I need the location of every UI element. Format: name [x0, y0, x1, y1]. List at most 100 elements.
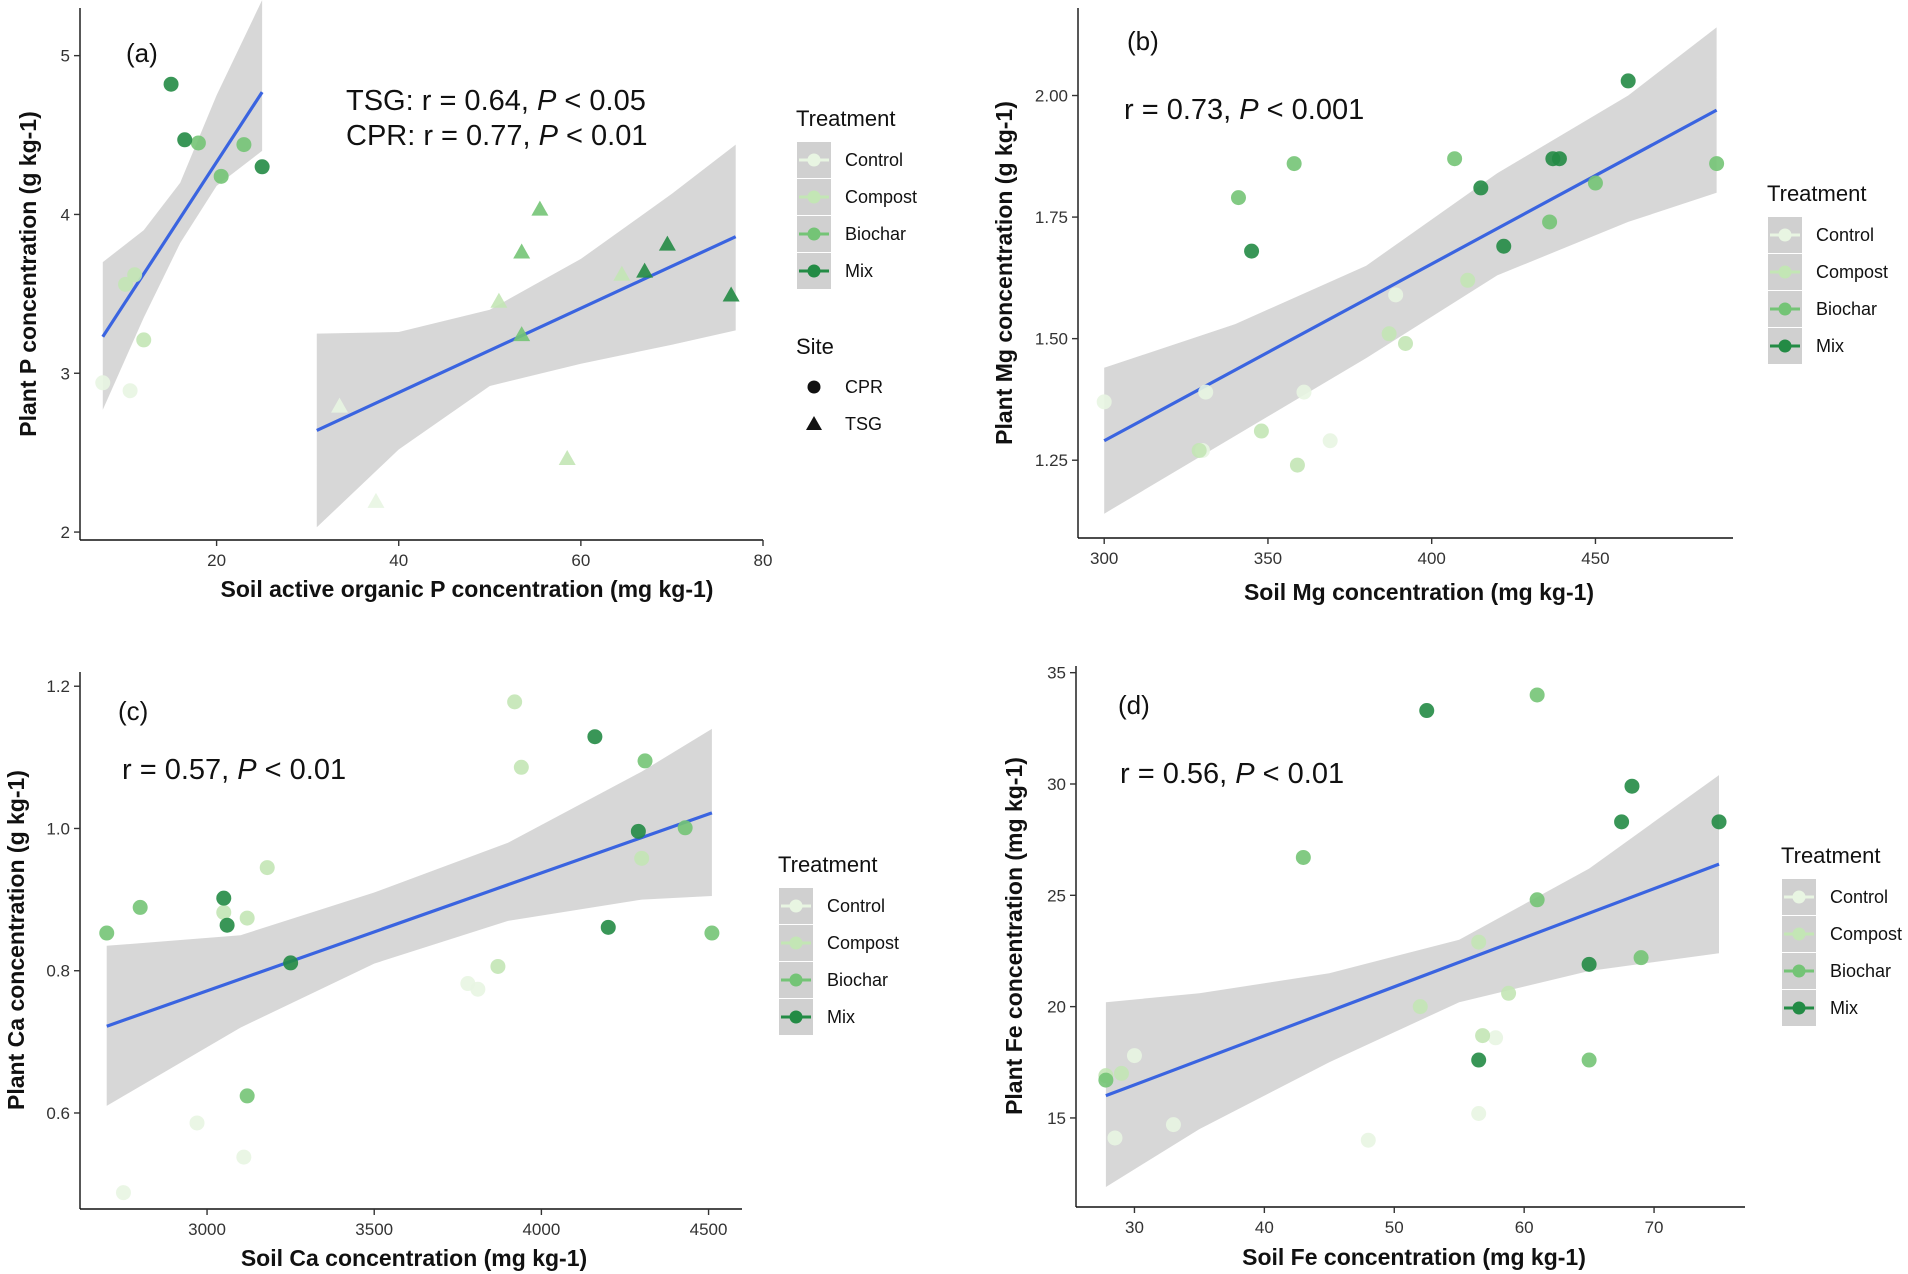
- data-point: [1126, 1048, 1142, 1064]
- data-point: [259, 860, 275, 876]
- x-tick-label: 3000: [188, 1220, 226, 1239]
- stat-prefix: r = 0.57,: [122, 754, 237, 786]
- legend-key-dot: [1778, 228, 1792, 242]
- x-tick-label: 40: [1255, 1218, 1274, 1237]
- y-tick-label: 1.0: [46, 819, 70, 838]
- site-legend-item-tsg: TSG: [845, 414, 882, 434]
- stat-annotation: r = 0.73, P < 0.001: [1124, 94, 1364, 126]
- data-point: [634, 850, 650, 866]
- data-point: [704, 925, 720, 941]
- data-point-triangle: [558, 450, 576, 466]
- legend-key-dot: [789, 899, 803, 913]
- stat-suffix: < 0.05: [556, 85, 646, 117]
- data-point: [213, 168, 229, 184]
- data-point: [1096, 394, 1112, 410]
- data-point: [1496, 238, 1512, 254]
- treatment-legend-title: Treatment: [796, 106, 895, 131]
- data-point: [189, 1115, 205, 1131]
- data-point: [1471, 1105, 1487, 1121]
- data-point: [1709, 156, 1725, 172]
- y-tick-label: 5: [61, 47, 70, 66]
- y-tick-label: 3: [61, 364, 70, 383]
- data-point: [1475, 1028, 1491, 1044]
- data-point: [190, 135, 206, 151]
- data-point: [1419, 703, 1435, 719]
- data-point: [1488, 1030, 1504, 1046]
- data-point: [1529, 892, 1545, 908]
- stat-suffix: < 0.01: [558, 120, 648, 152]
- x-axis-title: Soil Ca concentration (mg kg-1): [241, 1245, 587, 1271]
- confidence-band: [102, 0, 263, 410]
- data-point: [239, 1088, 255, 1104]
- x-tick-label: 400: [1418, 549, 1446, 568]
- x-axis-title: Soil active organic P concentration (mg …: [221, 576, 714, 602]
- data-point: [1388, 287, 1404, 303]
- confidence-band: [1104, 27, 1717, 514]
- data-point: [1322, 433, 1338, 449]
- data-point: [122, 383, 138, 399]
- stat-annotation: r = 0.56, P < 0.01: [1120, 758, 1344, 790]
- data-point: [507, 694, 523, 710]
- stat-annotation: CPR: r = 0.77, P < 0.01: [346, 120, 647, 152]
- data-point: [95, 375, 111, 391]
- stat-p-symbol: P: [537, 85, 557, 117]
- legend-key-dot: [807, 153, 821, 167]
- stat-suffix: < 0.01: [1255, 758, 1345, 790]
- stat-annotation: TSG: r = 0.64, P < 0.05: [346, 85, 646, 117]
- stat-prefix: r = 0.56,: [1120, 758, 1235, 790]
- data-point: [1473, 180, 1489, 196]
- panel-label: (c): [118, 696, 148, 726]
- data-point: [1460, 272, 1476, 288]
- legend-item-compost: Compost: [1816, 262, 1888, 282]
- legend-item-compost: Compost: [845, 187, 917, 207]
- x-axis-title: Soil Mg concentration (mg kg-1): [1244, 579, 1594, 605]
- data-point: [1230, 190, 1246, 206]
- stat-prefix: r = 0.73,: [1124, 94, 1239, 126]
- y-axis-title: Plant P concentration (g kg-1): [15, 111, 41, 436]
- legend-item-mix: Mix: [1830, 998, 1858, 1018]
- data-point: [1620, 73, 1636, 89]
- data-point: [254, 159, 270, 175]
- x-tick-label: 350: [1254, 549, 1282, 568]
- y-axis-title: Plant Ca concentration (g kg-1): [3, 770, 29, 1110]
- site-key-circle: [807, 380, 821, 394]
- y-axis-title: Plant Fe concentration (mg kg-1): [1001, 757, 1027, 1115]
- data-point: [118, 276, 134, 292]
- y-tick-label: 20: [1047, 998, 1066, 1017]
- x-tick-label: 20: [207, 551, 226, 570]
- data-point: [1286, 156, 1302, 172]
- stat-prefix: TSG: r = 0.64,: [346, 85, 537, 117]
- data-point: [136, 332, 152, 348]
- y-tick-label: 25: [1047, 886, 1066, 905]
- legend-item-biochar: Biochar: [1816, 299, 1877, 319]
- data-point-triangle: [722, 286, 740, 302]
- x-tick-label: 80: [754, 551, 773, 570]
- data-point: [236, 1149, 252, 1165]
- stat-p-symbol: P: [1235, 758, 1255, 790]
- y-tick-label: 1.2: [46, 677, 70, 696]
- y-tick-label: 30: [1047, 775, 1066, 794]
- data-point: [1295, 849, 1311, 865]
- legend-item-control: Control: [1830, 887, 1888, 907]
- treatment-legend: Treatment Control Compost Biochar Mix: [1767, 181, 1888, 364]
- data-point: [1198, 384, 1214, 400]
- x-tick-label: 70: [1645, 1218, 1664, 1237]
- legend-key-dot: [807, 264, 821, 278]
- stat-suffix: < 0.001: [1259, 94, 1365, 126]
- data-point: [163, 76, 179, 92]
- data-point: [1244, 243, 1260, 259]
- data-point-triangle: [513, 326, 531, 342]
- legend-key-dot: [1778, 339, 1792, 353]
- legend-item-control: Control: [845, 150, 903, 170]
- x-tick-label: 30: [1125, 1218, 1144, 1237]
- data-point: [1581, 956, 1597, 972]
- data-point: [1191, 442, 1207, 458]
- site-legend: Site CPR TSG: [796, 334, 883, 434]
- x-tick-label: 3500: [355, 1220, 393, 1239]
- data-point: [677, 820, 693, 836]
- stat-p-symbol: P: [1239, 94, 1259, 126]
- legend-key-dot: [807, 227, 821, 241]
- stat-suffix: < 0.01: [257, 754, 347, 786]
- data-point: [1624, 778, 1640, 794]
